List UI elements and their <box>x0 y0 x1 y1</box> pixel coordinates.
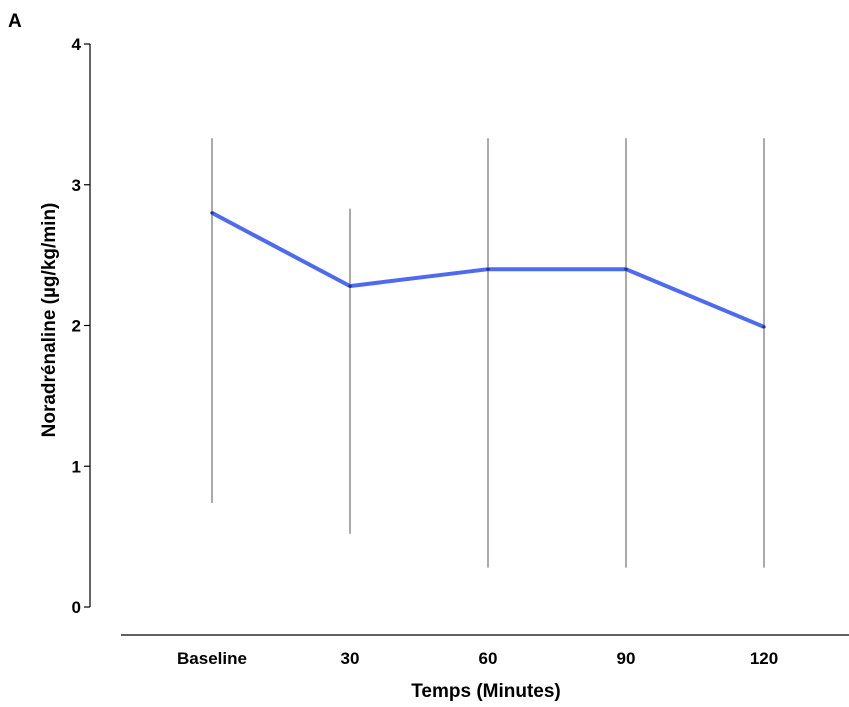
x-axis-title: Temps (Minutes) <box>411 681 561 702</box>
series <box>210 211 766 329</box>
y-ticks: 0 1 2 3 4 <box>72 35 90 617</box>
y-tick-label: 3 <box>72 176 81 195</box>
x-tick-label: 120 <box>750 649 778 668</box>
x-tick-label: 90 <box>617 649 636 668</box>
y-tick-label: 2 <box>72 317 81 336</box>
y-tick-label: 1 <box>72 457 81 476</box>
y-tick-label: 4 <box>72 35 82 54</box>
y-tick-label: 0 <box>72 598 81 617</box>
panel-label: A <box>8 11 22 32</box>
x-tick-label: 30 <box>341 649 360 668</box>
x-tick-label: Baseline <box>177 649 247 668</box>
data-point <box>624 267 628 271</box>
x-tick-label: 60 <box>479 649 498 668</box>
data-point <box>486 267 490 271</box>
data-point <box>348 284 352 288</box>
x-ticks: Baseline 30 60 90 120 <box>177 649 778 668</box>
data-point <box>762 325 766 329</box>
data-point <box>210 211 214 215</box>
error-bars <box>211 138 765 568</box>
y-axis-title: Noradrénaline (µg/kg/min) <box>39 203 60 438</box>
